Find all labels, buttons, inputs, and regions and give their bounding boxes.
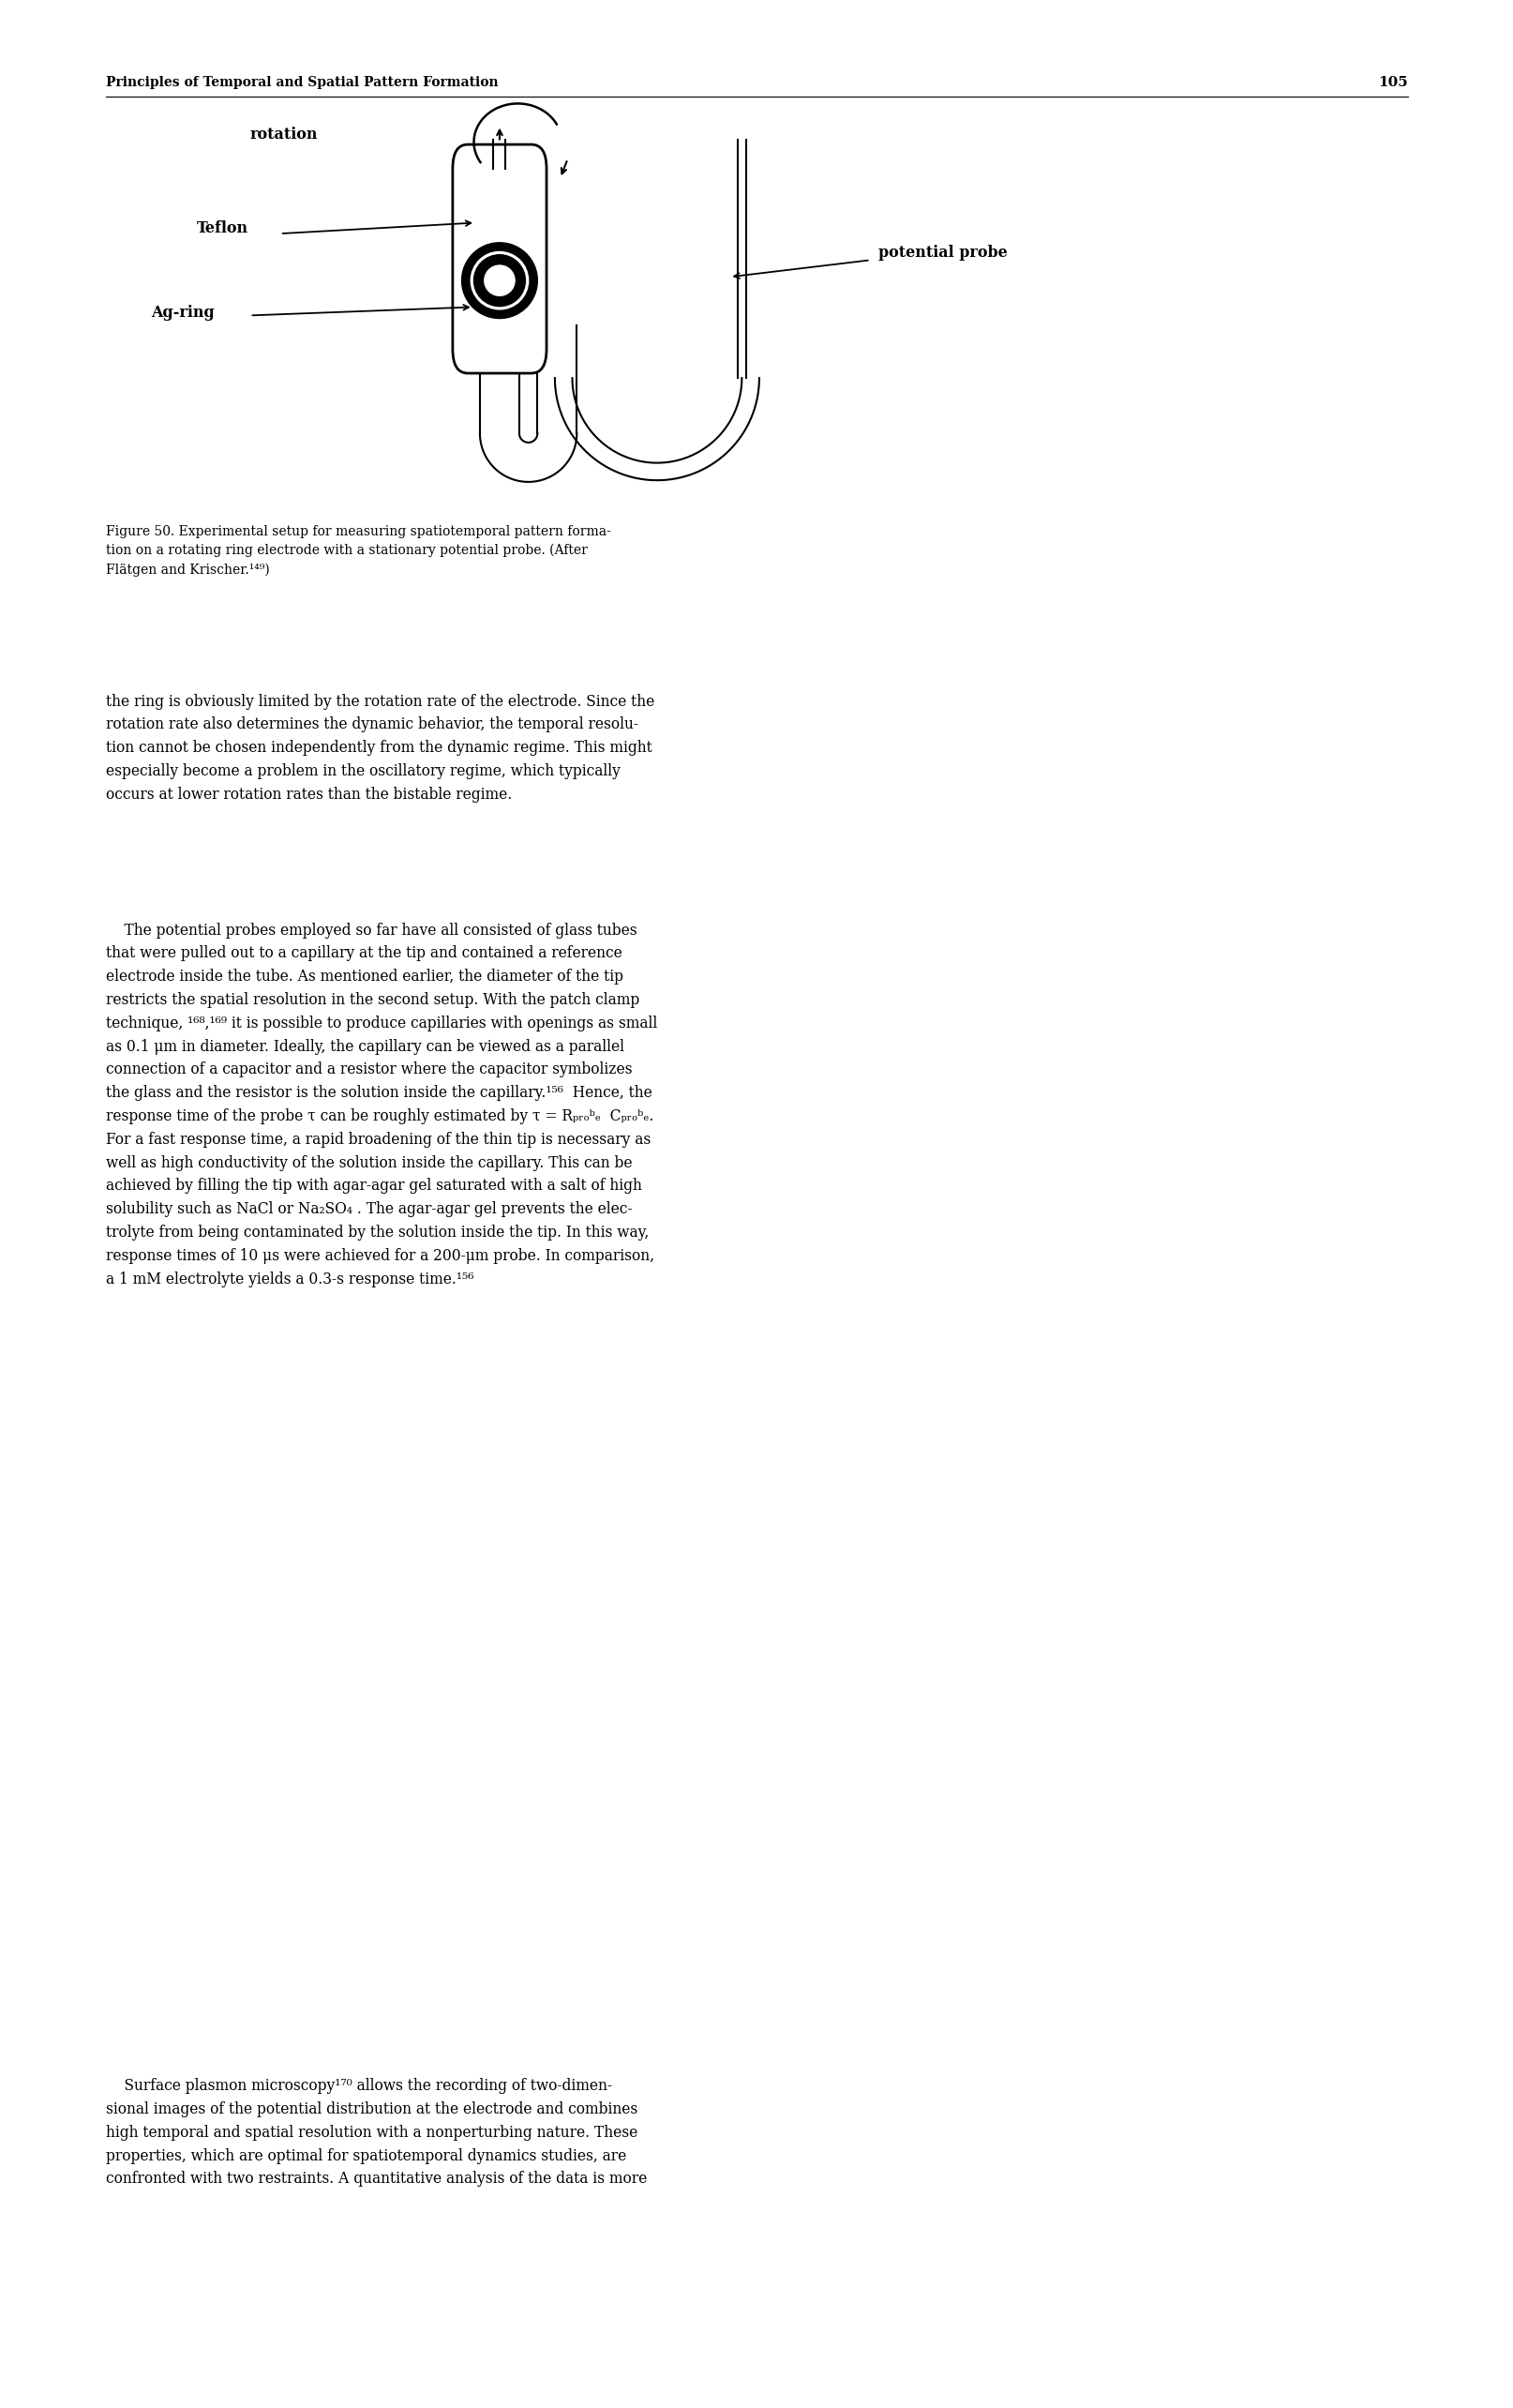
Ellipse shape	[484, 265, 514, 296]
Text: Principles of Temporal and Spatial Pattern Formation: Principles of Temporal and Spatial Patte…	[106, 75, 498, 89]
Text: Teflon: Teflon	[197, 222, 248, 236]
Text: rotation: rotation	[250, 128, 318, 142]
Text: The potential probes employed so far have all consisted of glass tubes
that were: The potential probes employed so far hav…	[106, 922, 657, 1286]
Text: Surface plasmon microscopy¹⁷⁰ allows the recording of two-dimen-
sional images o: Surface plasmon microscopy¹⁷⁰ allows the…	[106, 2078, 646, 2186]
Text: Figure 50. Experimental setup for measuring spatiotemporal pattern forma-
tion o: Figure 50. Experimental setup for measur…	[106, 525, 611, 578]
Text: the ring is obviously limited by the rotation rate of the electrode. Since the
r: the ring is obviously limited by the rot…	[106, 694, 654, 802]
Ellipse shape	[461, 243, 537, 318]
FancyBboxPatch shape	[452, 144, 546, 373]
Text: Ag-ring: Ag-ring	[151, 306, 215, 320]
Ellipse shape	[471, 253, 528, 308]
Text: 105: 105	[1377, 75, 1407, 89]
Text: potential probe: potential probe	[878, 246, 1006, 260]
Ellipse shape	[474, 255, 525, 306]
